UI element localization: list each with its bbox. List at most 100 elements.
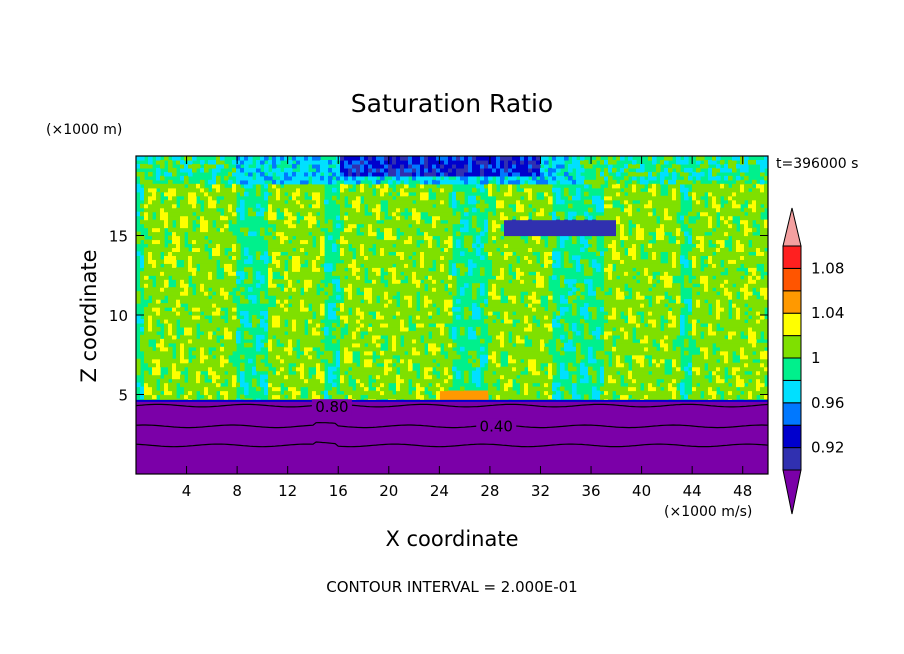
heatmap-cell	[400, 370, 405, 376]
heatmap-cell	[584, 303, 589, 308]
heatmap-cell	[428, 203, 433, 209]
heatmap-cell	[288, 171, 293, 177]
heatmap-cell	[228, 239, 233, 245]
heatmap-cell	[272, 183, 277, 189]
heatmap-cell	[384, 227, 389, 233]
heatmap-cell	[552, 382, 557, 388]
heatmap-cell	[524, 156, 529, 161]
heatmap-cell	[540, 386, 545, 392]
heatmap-cell	[524, 271, 529, 276]
heatmap-cell	[320, 386, 325, 392]
heatmap-cell	[240, 175, 245, 181]
heatmap-cell	[532, 299, 537, 304]
heatmap-cell	[312, 283, 317, 288]
heatmap-cell	[544, 382, 549, 388]
heatmap-cell	[228, 279, 233, 284]
heatmap-cell	[280, 315, 285, 320]
heatmap-cell	[512, 299, 517, 304]
heatmap-cell	[512, 227, 517, 233]
heatmap-cell	[280, 378, 285, 384]
heatmap-cell	[396, 315, 401, 320]
heatmap-cell	[232, 390, 237, 396]
heatmap-cell	[376, 342, 381, 348]
heatmap-cell	[536, 299, 541, 304]
heatmap-cell	[152, 374, 157, 380]
heatmap-cell	[176, 255, 181, 260]
heatmap-cell	[280, 231, 285, 237]
heatmap-cell	[420, 299, 425, 304]
heatmap-cell	[220, 191, 225, 197]
heatmap-cell	[144, 211, 149, 217]
heatmap-cell	[328, 219, 333, 225]
heatmap-cell	[340, 386, 345, 392]
heatmap-cell	[216, 322, 221, 328]
heatmap-cell	[304, 283, 309, 288]
heatmap-cell	[188, 255, 193, 260]
heatmap-cell	[524, 171, 529, 177]
heatmap-cell	[488, 358, 493, 364]
heatmap-cell	[168, 183, 173, 189]
heatmap-cell	[392, 322, 397, 328]
heatmap-cell	[204, 207, 209, 213]
heatmap-cell	[380, 187, 385, 193]
heatmap-cell	[572, 179, 577, 185]
heatmap-cell	[540, 203, 545, 209]
heatmap-cell	[348, 156, 353, 161]
heatmap-cell	[500, 271, 505, 276]
heatmap-cell	[304, 211, 309, 217]
heatmap-cell	[328, 366, 333, 372]
heatmap-cell	[320, 267, 325, 272]
heatmap-cell	[336, 350, 341, 356]
heatmap-cell	[292, 295, 297, 300]
heatmap-cell	[576, 227, 581, 233]
heatmap-cell	[552, 227, 557, 233]
heatmap-cell	[140, 187, 145, 193]
heatmap-cell	[264, 322, 269, 328]
heatmap-cell	[232, 159, 237, 165]
heatmap-cell	[444, 239, 449, 245]
heatmap-cell	[340, 271, 345, 276]
heatmap-cell	[460, 159, 465, 165]
heatmap-cell	[548, 223, 553, 229]
heatmap-cell	[276, 354, 281, 360]
heatmap-cell	[416, 255, 421, 260]
heatmap-cell	[404, 183, 409, 189]
heatmap-cell	[268, 271, 273, 276]
heatmap-cell	[372, 163, 377, 169]
heatmap-cell	[184, 175, 189, 181]
heatmap-cell	[196, 378, 201, 384]
heatmap-cell	[532, 322, 537, 328]
heatmap-cell	[512, 243, 517, 249]
heatmap-cell	[580, 239, 585, 245]
heatmap-cell	[500, 338, 505, 344]
heatmap-cell	[444, 378, 449, 384]
heatmap-cell	[224, 390, 229, 396]
heatmap-cell	[388, 311, 393, 316]
heatmap-cell	[212, 167, 217, 173]
heatmap-cell	[368, 231, 373, 237]
heatmap-cell	[532, 179, 537, 185]
heatmap-cell	[272, 219, 277, 225]
heatmap-cell	[140, 326, 145, 332]
heatmap-cell	[372, 195, 377, 201]
heatmap-cell	[448, 223, 453, 229]
heatmap-cell	[200, 358, 205, 364]
heatmap-cell	[340, 358, 345, 364]
heatmap-cell	[264, 215, 269, 221]
heatmap-cell	[152, 187, 157, 193]
heatmap-cell	[316, 299, 321, 304]
heatmap-cell	[192, 191, 197, 197]
heatmap-cell	[208, 382, 213, 388]
heatmap-cell	[344, 175, 349, 181]
heatmap-cell	[144, 283, 149, 288]
heatmap-cell	[516, 370, 521, 376]
heatmap-cell	[552, 156, 557, 161]
heatmap-cell	[592, 159, 597, 165]
heatmap-cell	[288, 326, 293, 332]
heatmap-cell	[500, 195, 505, 201]
heatmap-cell	[488, 370, 493, 376]
heatmap-cell	[428, 159, 433, 165]
heatmap-cell	[420, 235, 425, 241]
heatmap-cell	[408, 330, 413, 336]
heatmap-cell	[528, 378, 533, 384]
